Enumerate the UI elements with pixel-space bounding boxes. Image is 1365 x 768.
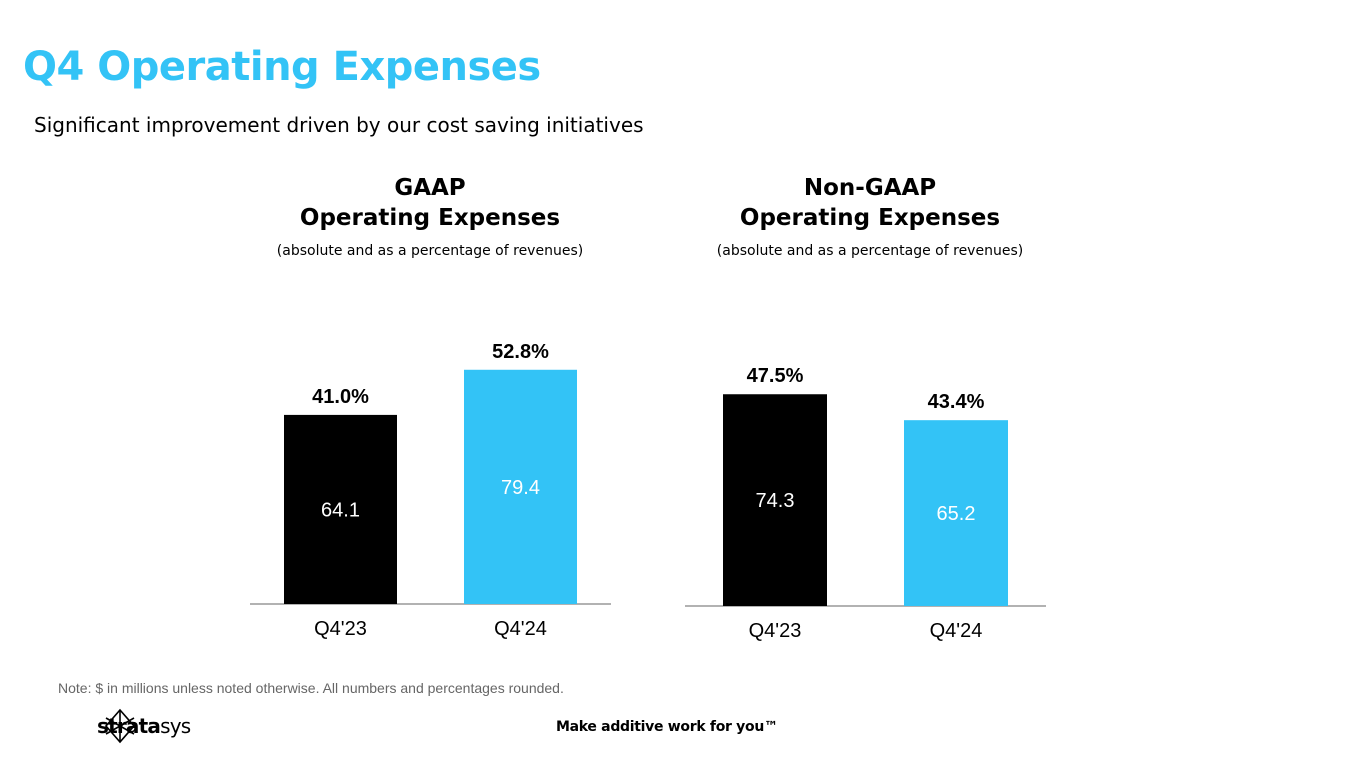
gaap-bar-q4-23 [284, 414, 397, 604]
non-gaap-percent-label-q4-24: 43.4% [928, 391, 985, 413]
non-gaap-value-label-q4-23: 74.3 [756, 490, 795, 512]
non-gaap-chart-header: Non-GAAP Operating Expenses (absolute an… [650, 173, 1090, 259]
gaap-tick-label-q4-23: Q4'23 [314, 618, 367, 640]
gaap-heading-line1: GAAP [394, 175, 466, 201]
non-gaap-value-label-q4-24: 65.2 [937, 503, 976, 525]
non-gaap-tick-label-q4-24: Q4'24 [930, 620, 983, 642]
tagline: Make additive work for you™ [556, 719, 778, 735]
gaap-percent-label-q4-23: 41.0% [312, 386, 369, 408]
page-title: Q4 Operating Expenses [23, 44, 541, 90]
non-gaap-bar-q4-23 [723, 394, 827, 606]
non-gaap-caption: (absolute and as a percentage of revenue… [716, 243, 1024, 259]
page-subtitle: Significant improvement driven by our co… [34, 113, 644, 137]
non-gaap-bar-q4-24 [904, 420, 1008, 606]
gaap-percent-label-q4-24: 52.8% [492, 341, 549, 363]
gaap-value-label-q4-24: 79.4 [501, 477, 540, 499]
non-gaap-percent-label-q4-23: 47.5% [747, 365, 804, 387]
logo-text-bold: strata [97, 714, 161, 738]
gaap-bar-q4-24 [464, 369, 577, 604]
gaap-caption: (absolute and as a percentage of revenue… [276, 243, 584, 259]
footnote: Note: $ in millions unless noted otherwi… [58, 680, 564, 696]
gaap-heading-line2: Operating Expenses [299, 205, 561, 231]
gaap-tick-label-q4-24: Q4'24 [494, 618, 547, 640]
non-gaap-heading-line2: Operating Expenses [739, 205, 1001, 231]
non-gaap-heading-line1: Non-GAAP [803, 175, 937, 201]
gaap-chart-header: GAAP Operating Expenses (absolute and as… [210, 173, 650, 259]
logo-text-light: sys [160, 714, 191, 738]
stratasys-logo-text: stratasys [97, 714, 191, 738]
gaap-value-label-q4-23: 64.1 [321, 499, 360, 521]
stratasys-logo-icon [104, 708, 136, 744]
non-gaap-tick-label-q4-23: Q4'23 [749, 620, 802, 642]
